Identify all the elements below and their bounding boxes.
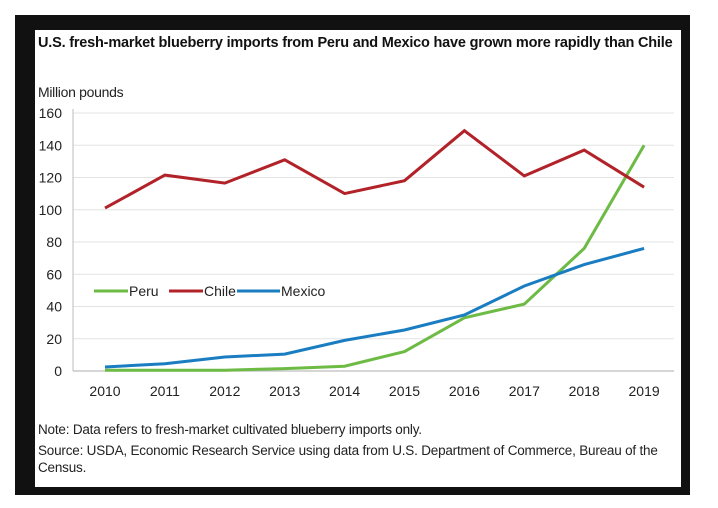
chart-note: Note: Data refers to fresh-market cultiv… [38, 422, 422, 437]
gridlines [73, 112, 674, 340]
x-tick-label: 2013 [269, 383, 300, 399]
y-tick-label: 160 [39, 105, 63, 121]
x-tick-label: 2011 [150, 383, 180, 399]
x-tick-label: 2016 [449, 383, 480, 399]
x-tick-label: 2019 [629, 383, 660, 399]
x-tick-label: 2010 [89, 383, 120, 399]
legend-label-peru: Peru [129, 283, 159, 299]
x-tick-labels: 2010 2011 2012 2013 2014 2015 2016 2017 2018 2019 [89, 383, 659, 399]
series-line-mexico [104, 246, 645, 369]
y-tick-label: 100 [39, 202, 63, 218]
x-tick-label: 2012 [209, 383, 240, 399]
y-tick-label: 60 [46, 266, 62, 282]
legend-label-mexico: Mexico [281, 283, 326, 299]
y-tick-label: 40 [46, 299, 62, 315]
y-tick-label: 140 [39, 137, 63, 153]
x-tick-label: 2017 [509, 383, 540, 399]
y-axis-label: Million pounds [38, 84, 124, 100]
x-tick-label: 2014 [329, 383, 360, 399]
x-tick-label: 2015 [389, 383, 420, 399]
y-tick-label: 0 [54, 363, 62, 379]
series-lines [104, 128, 646, 372]
y-tick-labels: 0 20 40 60 80 100 120 140 160 [39, 105, 63, 379]
series-line-chile [104, 128, 645, 210]
legend-label-chile: Chile [204, 283, 236, 299]
y-tick-label: 20 [46, 331, 62, 347]
chart-source: Source: USDA, Economic Research Service … [38, 443, 658, 475]
chart-title: U.S. fresh-market blueberry imports from… [38, 35, 673, 51]
x-tick-label: 2018 [569, 383, 600, 399]
y-tick-label: 120 [39, 170, 63, 186]
y-tick-label: 80 [46, 234, 62, 250]
legend: Peru Chile Mexico [94, 283, 326, 299]
